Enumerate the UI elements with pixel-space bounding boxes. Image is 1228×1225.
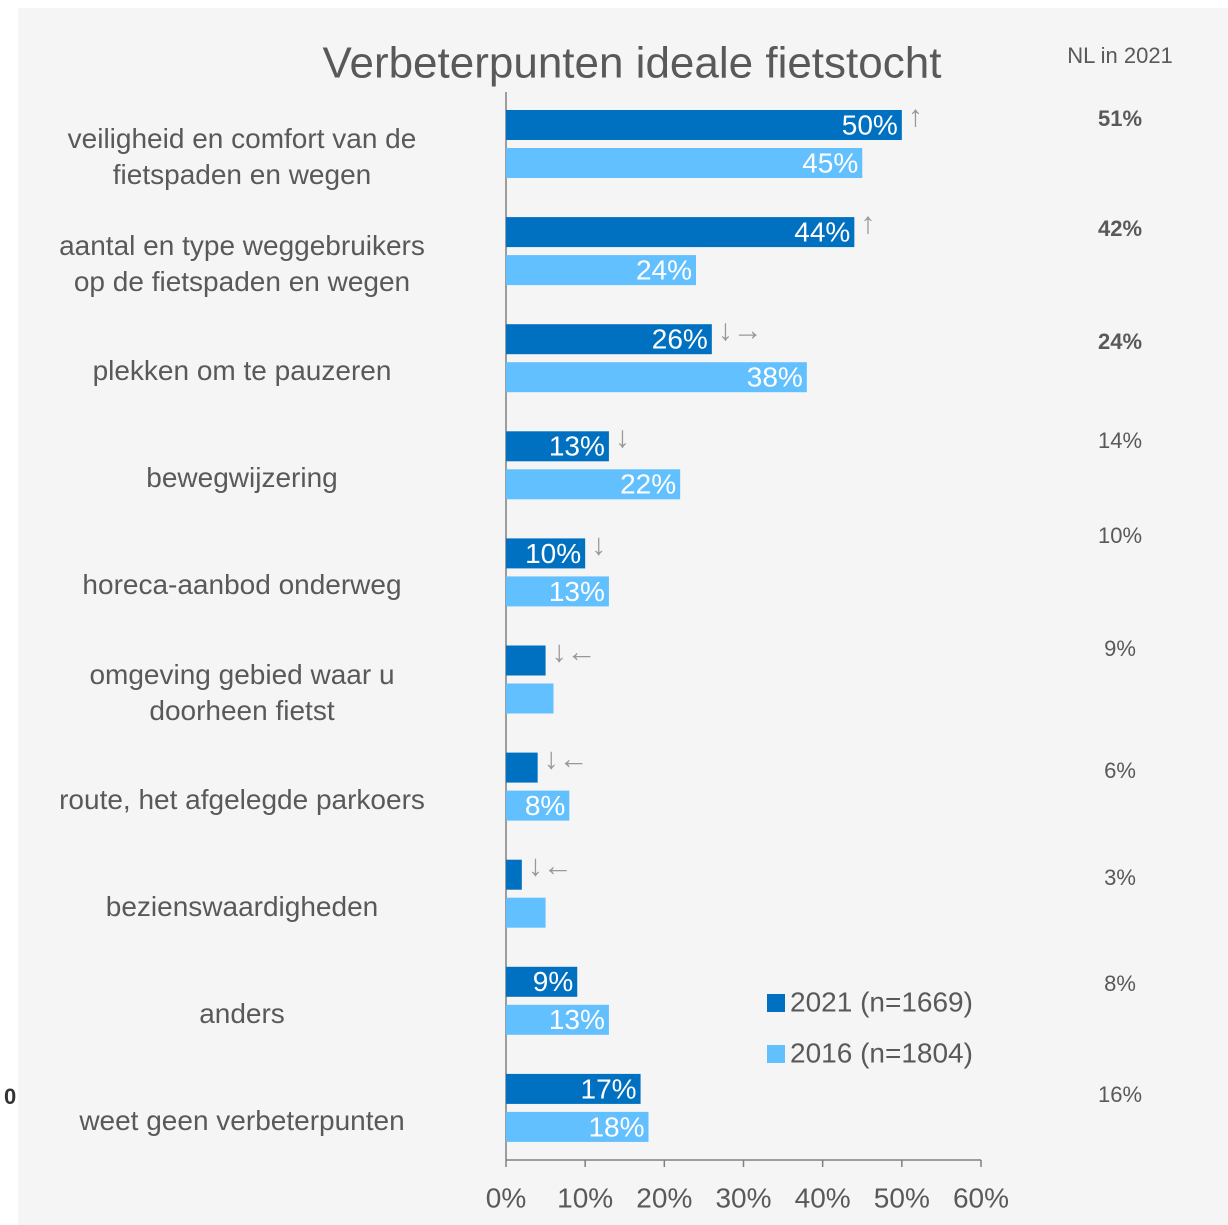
- nl-value: 3%: [1104, 865, 1136, 890]
- value-label: 50%: [842, 109, 898, 140]
- x-tick-label: 60%: [953, 1182, 1009, 1213]
- bar: [506, 897, 546, 928]
- nl-value: 6%: [1104, 758, 1136, 783]
- category-label: bezienswaardigheden: [105, 890, 379, 922]
- value-label: 13%: [549, 576, 605, 607]
- significance-arrow: ↓←: [552, 635, 597, 668]
- bar: [506, 1073, 641, 1104]
- bar: [506, 859, 522, 890]
- bar: [506, 469, 681, 500]
- nl-value: 24%: [1098, 329, 1142, 354]
- legend-label: 2021 (n=1669): [790, 986, 973, 1017]
- nl-value: 51%: [1098, 106, 1142, 131]
- bar: [506, 362, 807, 393]
- significance-arrow: ↓: [591, 528, 606, 561]
- x-tick-label: 40%: [795, 1182, 851, 1213]
- nl-value: 16%: [1098, 1082, 1142, 1107]
- nl-value: 8%: [1104, 971, 1136, 996]
- nl-value: 9%: [1104, 636, 1136, 661]
- value-label: 26%: [652, 324, 708, 355]
- significance-arrow: ↑: [908, 100, 923, 133]
- value-label: 38%: [747, 362, 803, 393]
- bar: [506, 431, 609, 462]
- bar: [506, 1111, 649, 1142]
- bar: [506, 752, 538, 783]
- significance-arrow: ↓←: [544, 743, 589, 776]
- value-label: 10%: [525, 538, 581, 569]
- category-label: weet geen verbeterpunten: [79, 1104, 405, 1136]
- value-label: 8%: [525, 790, 565, 821]
- category-label: aantal en type weggebruikers op de fiets…: [59, 230, 425, 298]
- significance-arrow: ↓←: [528, 850, 573, 883]
- value-label: 9%: [533, 966, 573, 997]
- chart-title: Verbeterpunten ideale fietstocht: [323, 39, 942, 88]
- legend-label: 2016 (n=1804): [790, 1037, 973, 1068]
- value-label: 44%: [794, 216, 850, 247]
- x-tick-label: 10%: [557, 1182, 613, 1213]
- category-label: omgeving gebied waar u doorheen fietst: [89, 658, 395, 726]
- category-label: plekken om te pauzeren: [92, 355, 392, 387]
- x-tick-label: 0%: [486, 1182, 526, 1213]
- bar: [506, 966, 578, 997]
- legend-swatch: [767, 1045, 785, 1063]
- bar: [506, 110, 902, 140]
- background: [18, 8, 1228, 1225]
- x-tick-label: 50%: [874, 1182, 930, 1213]
- bar: [506, 538, 586, 569]
- value-label: 13%: [549, 431, 605, 462]
- value-label: 22%: [620, 469, 676, 500]
- significance-arrow: ↓: [615, 421, 630, 454]
- value-label: 45%: [802, 147, 858, 178]
- bar: [506, 255, 696, 286]
- significance-arrow: ↑: [860, 207, 875, 240]
- nl-header: NL in 2021: [1067, 43, 1173, 68]
- legend-swatch: [767, 994, 785, 1012]
- bar: [506, 683, 554, 714]
- value-label: 13%: [549, 1004, 605, 1035]
- significance-arrow: ↓→: [718, 314, 763, 347]
- bar: [506, 790, 570, 821]
- bar: [506, 1004, 609, 1035]
- bar: [506, 645, 546, 676]
- bar: [506, 576, 609, 607]
- category-label: route, het afgelegde parkoers: [59, 783, 425, 815]
- nl-value: 42%: [1098, 216, 1142, 241]
- bar: [506, 148, 863, 178]
- x-tick-label: 30%: [715, 1182, 771, 1213]
- x-tick-label: 20%: [636, 1182, 692, 1213]
- value-label: 24%: [636, 254, 692, 285]
- nl-value: 10%: [1098, 523, 1142, 548]
- nl-value: 14%: [1098, 428, 1142, 453]
- value-label: 17%: [581, 1073, 637, 1104]
- category-label: veiligheid en comfort van de fietspaden …: [67, 123, 417, 190]
- annotation: 0: [4, 1084, 16, 1109]
- category-label: bewegwijzering: [146, 462, 338, 494]
- category-label: anders: [199, 997, 285, 1029]
- category-label: horeca-aanbod onderweg: [82, 569, 402, 601]
- bar: [506, 217, 855, 248]
- value-label: 18%: [588, 1111, 644, 1142]
- bar: [506, 324, 712, 355]
